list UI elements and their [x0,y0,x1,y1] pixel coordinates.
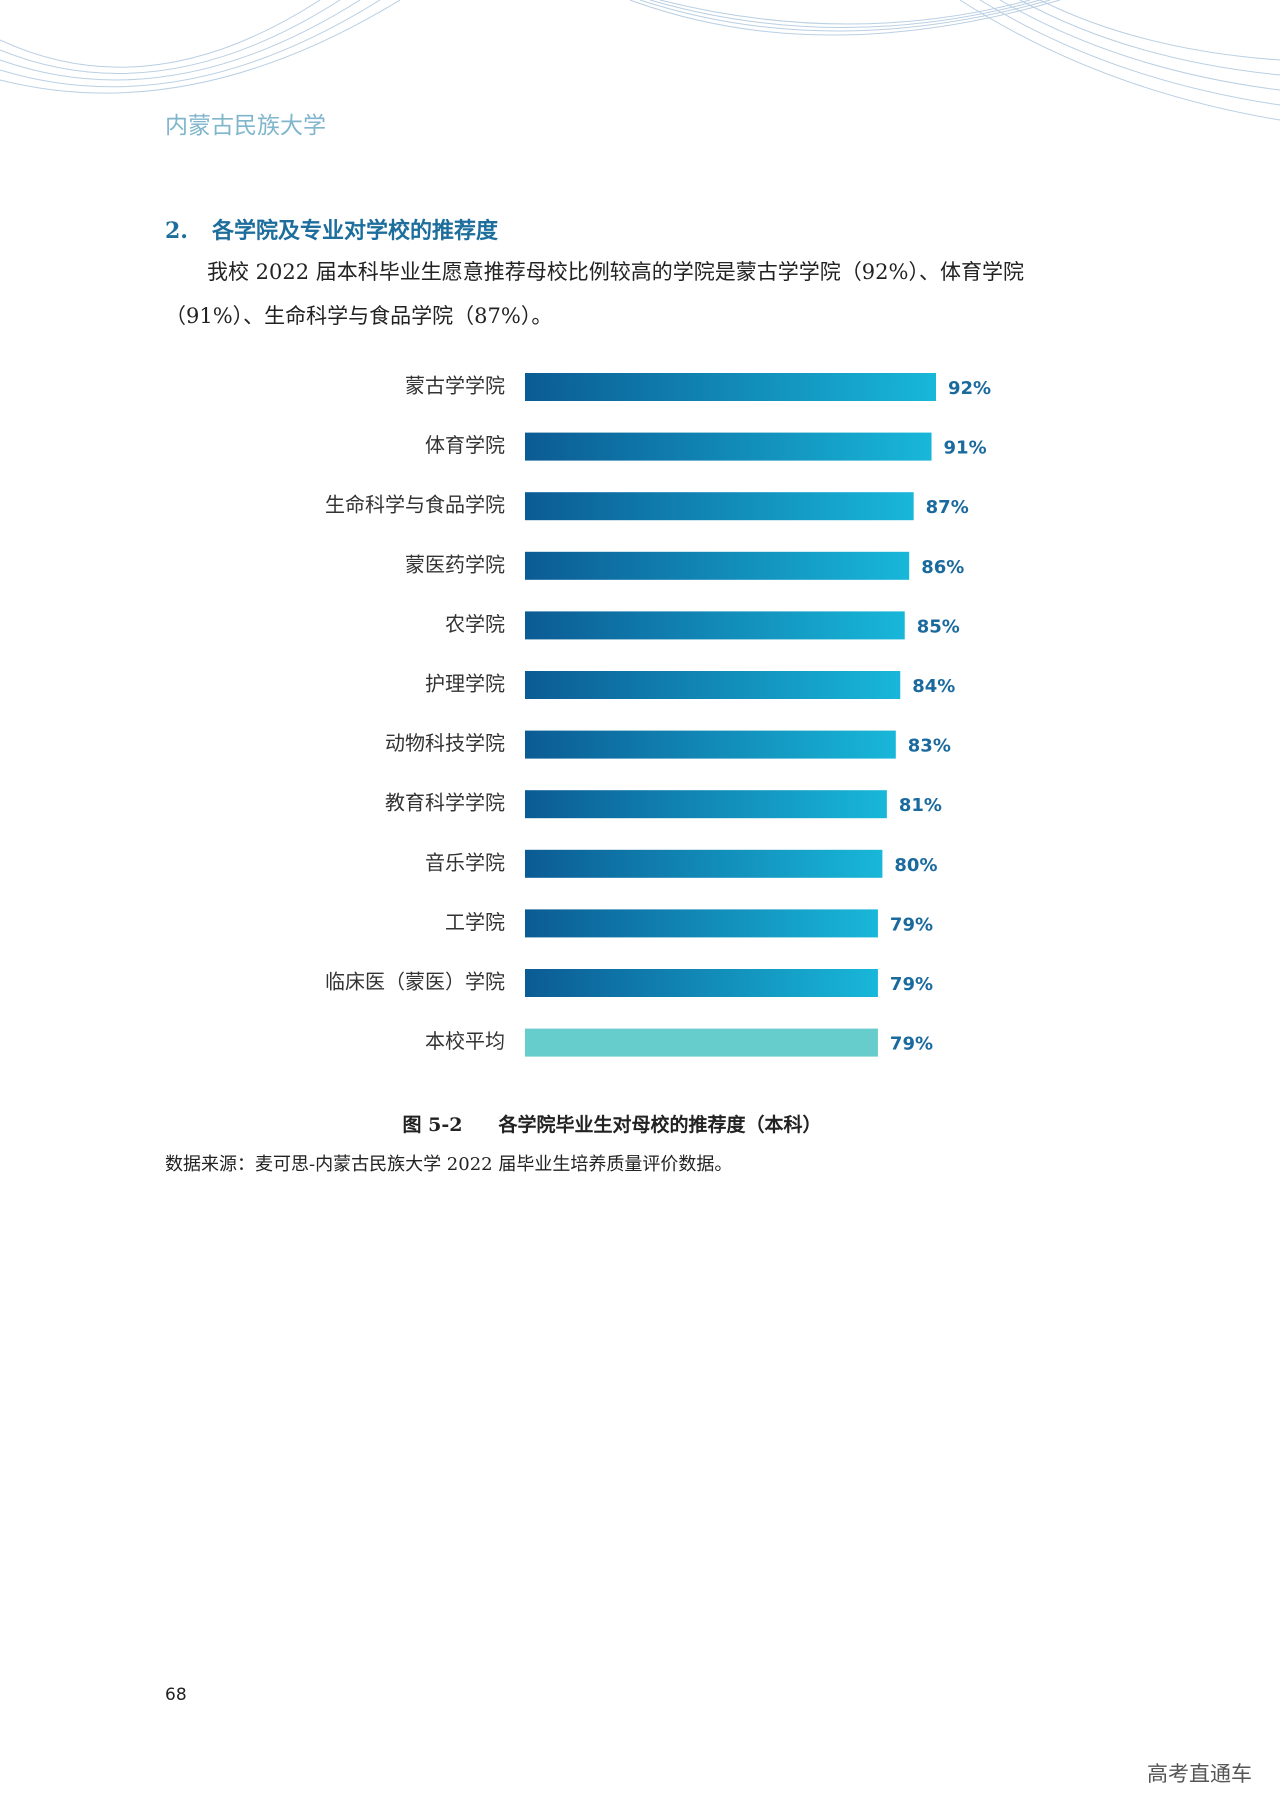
page-number: 68 [165,1685,187,1705]
section-number: 2. [165,218,188,244]
paragraph: 我校 2022 届本科毕业生愿意推荐母校比例较高的学院是蒙古学学院（92%）、体… [165,260,1024,328]
value-label: 83% [908,736,951,757]
category-label: 蒙医药学院 [405,552,505,576]
value-label: 86% [921,557,964,578]
value-label: 79% [890,974,933,995]
category-label: 护理学院 [425,672,505,696]
value-label: 80% [894,855,937,876]
value-label: 79% [890,1034,933,1055]
value-label: 87% [926,497,969,518]
figure-title: 各学院毕业生对母校的推荐度（本科） [498,1114,822,1136]
watermark: 高考直通车 [1147,1762,1252,1786]
category-label: 本校平均 [425,1029,505,1053]
value-label: 91% [944,438,987,459]
bar [525,671,901,699]
bar [525,373,936,401]
figure-caption: 图 5-2 各学院毕业生对母校的推荐度（本科） [0,1110,1260,1137]
bar [525,849,883,878]
category-label: 生命科学与食品学院 [325,493,505,517]
bar [525,909,878,938]
chart: 蒙古学学院 92% 体育学院 91% 生命科学与食品学院 87% 蒙医药学院 86% 农学院 85… [325,373,991,1057]
bar [525,492,914,521]
bar [525,790,887,819]
wave-lines [0,0,1280,121]
figure-number: 图 5-2 [402,1114,463,1136]
category-label: 工学院 [445,910,505,934]
category-label: 动物科技学院 [385,731,505,755]
category-label: 体育学院 [425,433,505,457]
value-label: 79% [890,914,933,935]
bar [525,432,932,461]
decoration [0,0,1280,121]
value-label: 81% [899,795,942,816]
value-label: 85% [917,616,960,637]
section-heading: 2. 各学院及专业对学校的推荐度 [165,213,522,245]
bar [525,1028,878,1057]
category-label: 临床医（蒙医）学院 [325,970,505,994]
bar [525,551,910,580]
category-label: 蒙古学学院 [405,374,505,398]
data-source: 数据来源：麦可思-内蒙古民族大学 2022 届毕业生培养质量评价数据。 [165,1154,733,1175]
bar [525,730,896,759]
value-label: 84% [912,676,955,697]
section-title: 各学院及专业对学校的推荐度 [211,218,498,244]
bar [525,611,905,640]
bar [525,969,878,997]
header-title: 内蒙古民族大学 [165,113,326,139]
category-label: 音乐学院 [425,850,505,874]
category-label: 农学院 [445,612,505,636]
value-label: 92% [948,378,991,399]
category-label: 教育科学学院 [385,791,505,815]
